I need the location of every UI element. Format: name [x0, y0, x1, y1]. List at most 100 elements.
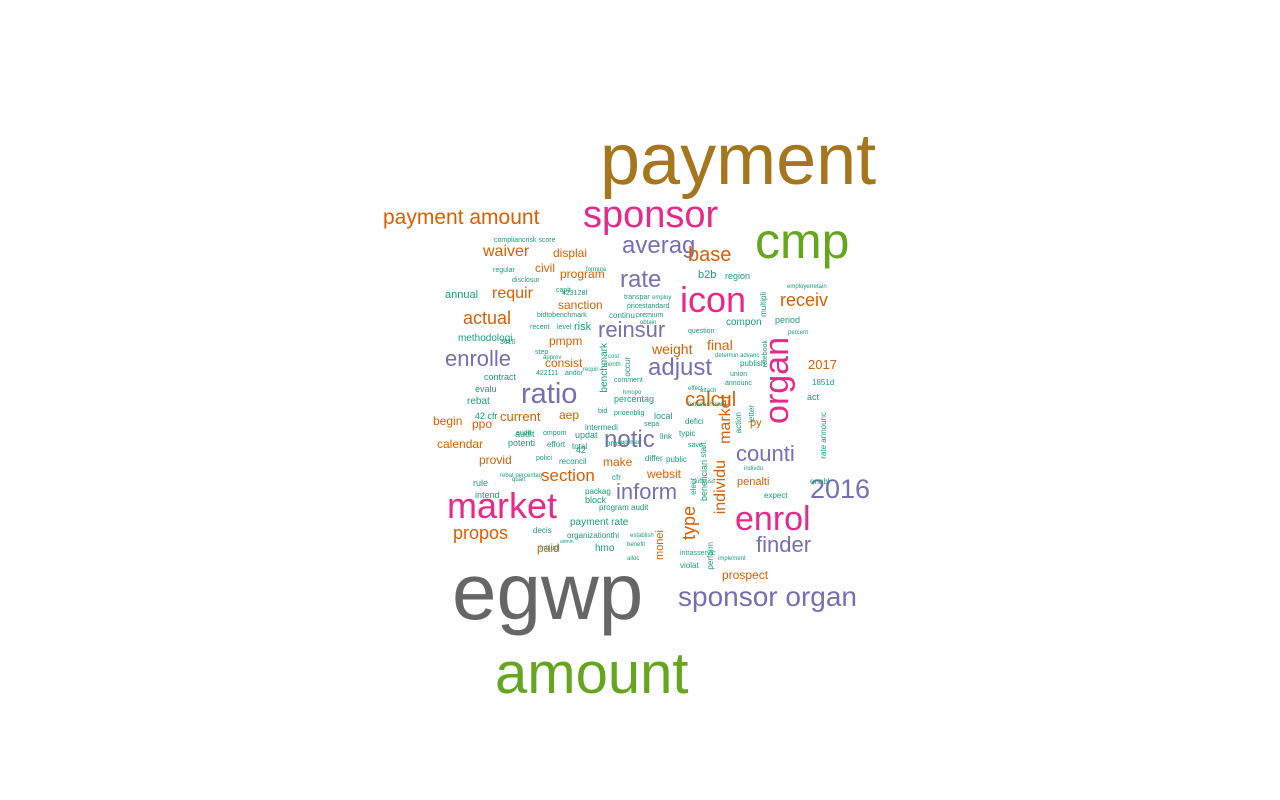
word-capit: capit — [556, 287, 571, 294]
word-sanction: sanction — [558, 298, 603, 312]
word-public: public — [666, 455, 687, 464]
word-section: section — [541, 466, 595, 485]
word-payment-rate: payment rate — [570, 517, 629, 528]
word-differ: differ — [645, 454, 663, 463]
word-reconcil: reconcil — [559, 457, 587, 466]
word-summari: summari — [618, 440, 642, 446]
word-andor: andor — [565, 370, 583, 377]
word-ompom: ompom — [543, 430, 567, 437]
word-multipli: multipli — [759, 292, 768, 317]
word-continu: continu — [609, 311, 635, 320]
word-total: total — [572, 442, 588, 451]
word-action: action — [734, 412, 743, 434]
word-enrolle: enrolle — [445, 346, 512, 371]
word-final: final — [707, 337, 733, 353]
word-comment: comment — [614, 377, 643, 384]
word-submiss: submiss — [693, 479, 716, 485]
word-provid: provid — [479, 453, 512, 467]
word-waiver: waiver — [483, 243, 530, 260]
word-union: union — [730, 371, 748, 378]
word-propos: propos — [453, 523, 509, 543]
word-sponsor-organ: sponsor organ — [678, 581, 858, 612]
word-decis: decis — [533, 526, 552, 535]
word-start: start — [699, 442, 708, 458]
word-amount: amount — [495, 641, 689, 706]
word-sponsor: sponsor — [583, 194, 719, 236]
word-actual: actual — [463, 308, 512, 328]
word-ratio: ratio — [521, 378, 578, 410]
word-publish: publish — [740, 359, 766, 368]
word-base: base — [688, 244, 732, 266]
word-program-audit: program audit — [599, 503, 649, 512]
word-organizationthi: organizationthi — [567, 531, 620, 540]
word-icon: icon — [680, 279, 747, 320]
word-bidtobenchmark: bidtobenchmark — [537, 312, 587, 319]
word-fedbenchmark: fedbenchmark — [688, 402, 727, 408]
word-quart: quart — [512, 477, 526, 483]
word-calcul: calcul — [685, 389, 737, 411]
word-audit: audit — [516, 430, 532, 437]
word-sepa: sepa — [644, 421, 660, 428]
word-risk: risk — [574, 321, 592, 333]
word-websit: websit — [647, 467, 682, 481]
word-penalti: penalti — [737, 476, 770, 488]
word-cmp: cmp — [755, 213, 850, 269]
word-market: market — [447, 485, 558, 526]
word-link: link — [660, 432, 673, 441]
word-potenti: potenti — [508, 438, 536, 448]
word-level: level — [557, 324, 572, 331]
word-intend: intend — [475, 490, 500, 500]
word-block: block — [585, 495, 607, 505]
word-calendar: calendar — [437, 437, 484, 451]
word-indivdu: indivdu — [744, 466, 764, 472]
word-42-cfr: 42 cfr — [475, 411, 498, 421]
word-act: act — [807, 392, 820, 402]
word-consist: consist — [545, 356, 583, 370]
word-reinsur: reinsur — [598, 317, 666, 342]
word-counti: counti — [736, 441, 795, 466]
word-prospect: prospect — [722, 568, 769, 582]
word-attach: attach — [700, 388, 717, 394]
word-implement: implement — [718, 556, 746, 562]
word-rebat-percentag: rebat percentag — [500, 473, 543, 479]
word-percent: percent — [788, 330, 809, 336]
word-typic: typic — [679, 429, 696, 438]
word-occur: occur — [623, 357, 632, 377]
word-step: step — [535, 349, 549, 356]
word-civil: civil — [535, 261, 555, 275]
word-paid: paid — [537, 541, 560, 555]
word-region: region — [725, 271, 751, 281]
word-aep: aep — [559, 408, 580, 422]
word-local: local — [654, 411, 673, 421]
word-adjust: adjust — [648, 354, 713, 381]
word-defici: defici — [685, 417, 704, 426]
word-cost: cost — [608, 354, 620, 360]
word-2016: 2016 — [810, 474, 871, 504]
word-intermedi: intermedi — [585, 423, 618, 432]
word-alloc: alloc — [627, 556, 640, 562]
word-py: py — [750, 417, 762, 429]
word-obtain: obtain — [640, 320, 657, 326]
word-admin: admin — [560, 539, 574, 545]
word-evalu: evalu — [475, 384, 497, 394]
word-monei: monei — [654, 530, 666, 560]
word-requir: requir — [583, 367, 599, 373]
word-ppo: ppo — [472, 417, 493, 431]
word-type: type — [679, 506, 699, 541]
word-recent: recent — [530, 324, 550, 331]
word-employ: employ — [652, 295, 672, 301]
word-benefit: benefit — [627, 542, 646, 548]
word-expect: expect — [764, 491, 788, 500]
word-current: current — [500, 409, 541, 424]
word-begin: begin — [433, 414, 463, 428]
word-period: period — [775, 315, 801, 325]
word-enrol: enrol — [735, 500, 811, 538]
word-announc: announc — [725, 380, 752, 387]
word-transpar: transpar — [624, 294, 650, 301]
word-audit: audit — [515, 429, 535, 439]
word-formula: formula — [586, 267, 607, 273]
word-determin: determin — [715, 353, 739, 359]
word-advanc: advanc — [740, 353, 760, 359]
word-save: save — [688, 442, 703, 449]
